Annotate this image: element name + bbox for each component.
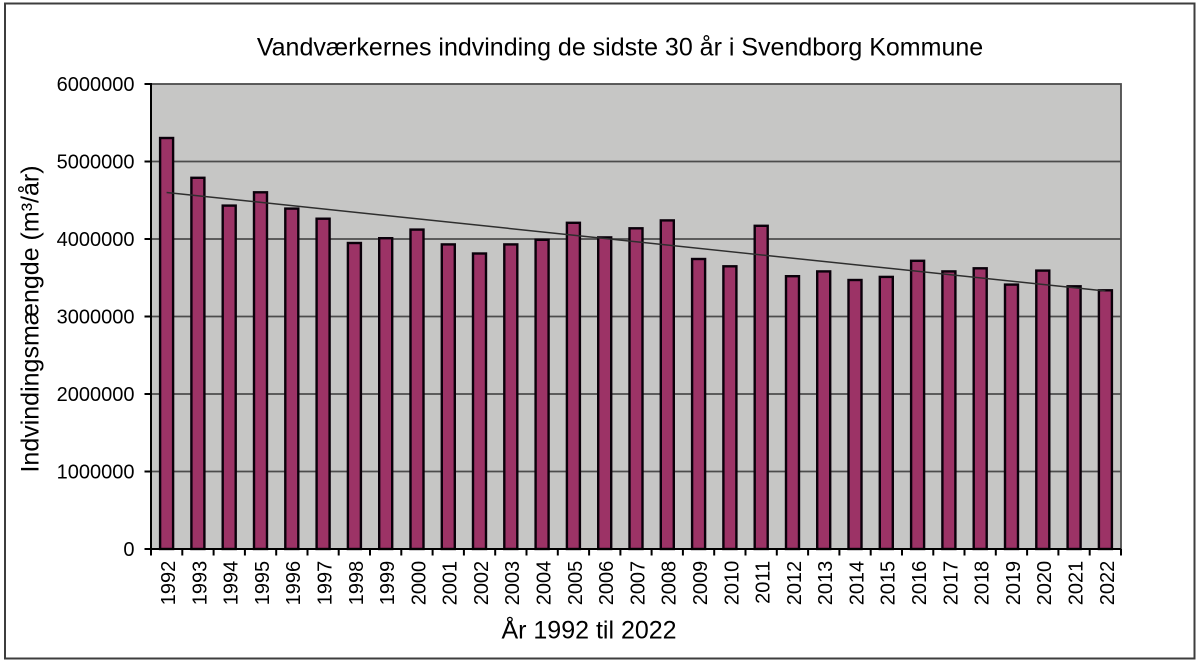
svg-text:1998: 1998: [346, 561, 368, 606]
svg-text:2002: 2002: [471, 561, 493, 606]
svg-text:1000000: 1000000: [57, 462, 135, 484]
svg-text:2014: 2014: [846, 561, 868, 606]
svg-text:4000000: 4000000: [57, 229, 135, 251]
svg-text:2018: 2018: [972, 561, 994, 606]
svg-text:2021: 2021: [1066, 561, 1088, 606]
svg-text:2017: 2017: [940, 561, 962, 606]
svg-text:2007: 2007: [627, 561, 649, 606]
svg-text:2013: 2013: [815, 561, 837, 606]
svg-text:1992: 1992: [158, 561, 180, 606]
svg-text:2008: 2008: [659, 561, 681, 606]
svg-text:2004: 2004: [534, 561, 556, 606]
svg-text:2009: 2009: [690, 561, 712, 606]
svg-text:2011: 2011: [753, 561, 775, 604]
svg-text:1995: 1995: [252, 561, 274, 606]
svg-text:1996: 1996: [283, 561, 305, 606]
svg-text:2006: 2006: [596, 561, 618, 606]
svg-text:3000000: 3000000: [57, 307, 135, 329]
svg-text:2015: 2015: [878, 561, 900, 606]
svg-text:1994: 1994: [221, 561, 243, 606]
svg-text:År 1992 til 2022: År 1992 til 2022: [501, 615, 676, 645]
svg-text:6000000: 6000000: [57, 74, 135, 96]
svg-text:2005: 2005: [565, 561, 587, 606]
svg-text:5000000: 5000000: [57, 152, 135, 174]
svg-text:2000: 2000: [408, 561, 430, 606]
svg-text:Vandværkernes indvinding de si: Vandværkernes indvinding de sidste 30 år…: [257, 34, 983, 62]
svg-text:2012: 2012: [784, 561, 806, 606]
svg-text:2022: 2022: [1097, 561, 1119, 606]
svg-text:1997: 1997: [315, 561, 337, 606]
svg-text:1993: 1993: [189, 561, 211, 606]
svg-text:1999: 1999: [377, 561, 399, 606]
svg-text:2020: 2020: [1034, 561, 1056, 606]
svg-text:2019: 2019: [1003, 561, 1025, 606]
svg-text:2010: 2010: [721, 561, 743, 606]
svg-text:2016: 2016: [909, 561, 931, 606]
svg-text:2001: 2001: [440, 561, 462, 606]
svg-text:2000000: 2000000: [57, 384, 135, 406]
svg-text:0: 0: [123, 539, 134, 561]
svg-text:2003: 2003: [502, 561, 524, 606]
svg-text:Indvindingsmængde (m³/år): Indvindingsmængde (m³/år): [17, 165, 45, 472]
